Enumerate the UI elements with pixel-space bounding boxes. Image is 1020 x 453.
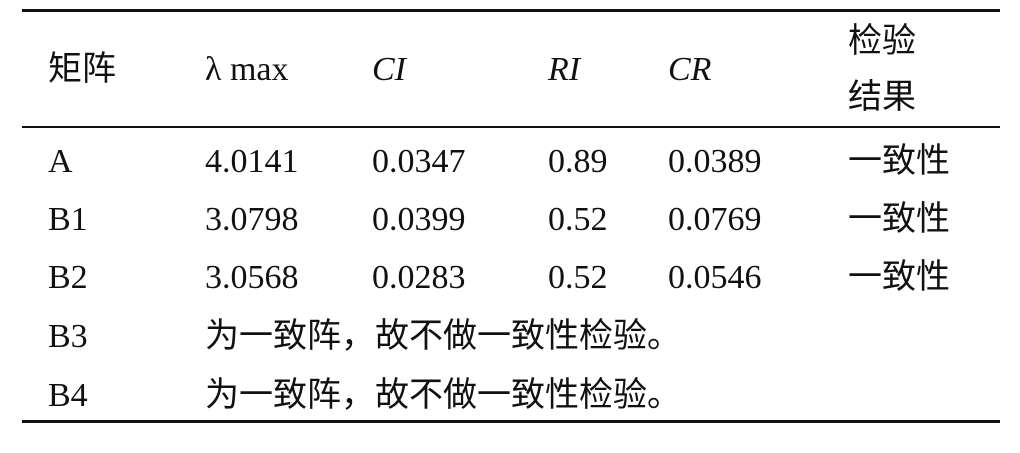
table-cell: 0.0399 [372, 201, 466, 238]
table-cell: 一致性 [848, 143, 950, 180]
header-cell: 检验结果 [848, 23, 916, 116]
header-cell: λ max [205, 51, 289, 88]
table-cell: 0.0283 [372, 259, 466, 296]
row-note: 为一致阵，故不做一致性检验。 [205, 377, 681, 414]
row-label: B2 [48, 259, 88, 296]
header-cell: CI [372, 51, 406, 88]
table-cell: 一致性 [848, 201, 950, 238]
header-cell: RI [548, 51, 581, 88]
row-label: B3 [48, 318, 88, 355]
table-cell: 0.0546 [668, 259, 762, 296]
header-rule [22, 126, 1000, 128]
header-cell: CR [668, 51, 712, 88]
row-note: 为一致阵，故不做一致性检验。 [205, 318, 681, 355]
table-cell: 3.0568 [205, 259, 299, 296]
table-cell: 0.0347 [372, 143, 466, 180]
table-cell: 0.0389 [668, 143, 762, 180]
table-cell: 3.0798 [205, 201, 299, 238]
table-cell: 4.0141 [205, 143, 299, 180]
table-cell: 一致性 [848, 259, 950, 296]
table-cell: 0.52 [548, 201, 608, 238]
row-label: A [48, 143, 73, 180]
row-label: B1 [48, 201, 88, 238]
bottom-rule [22, 420, 1000, 423]
table-cell: 0.89 [548, 143, 608, 180]
table-cell: 0.0769 [668, 201, 762, 238]
row-label: B4 [48, 377, 88, 414]
header-cell: 矩阵 [48, 51, 116, 88]
top-rule [22, 9, 1000, 12]
table-cell: 0.52 [548, 259, 608, 296]
